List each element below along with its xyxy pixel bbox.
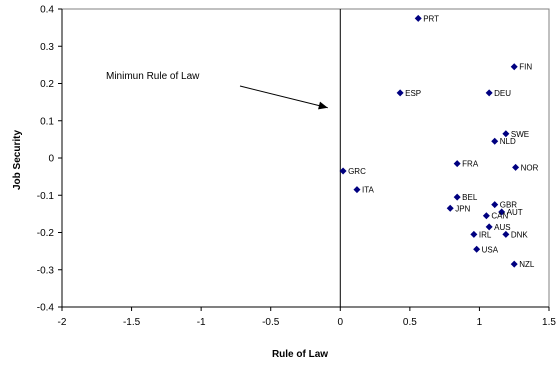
x-tick-label: 0 [338, 317, 344, 328]
x-tick-label: 1 [477, 317, 483, 328]
data-point-usa [473, 245, 481, 253]
x-tick-label: -0.5 [262, 317, 280, 328]
data-point-aus [485, 223, 493, 231]
point-label-usa: USA [482, 245, 499, 254]
data-point-esp [396, 89, 404, 97]
y-tick-label: -0.2 [37, 228, 55, 239]
y-tick-label: -0.3 [37, 265, 55, 276]
point-label-esp: ESP [405, 89, 421, 98]
point-label-dnk: DNK [511, 230, 529, 239]
point-label-fra: FRA [462, 160, 479, 169]
y-tick-label: 0.3 [40, 42, 54, 53]
point-label-fin: FIN [519, 63, 532, 72]
point-label-grc: GRC [348, 167, 366, 176]
data-point-dnk [502, 230, 510, 238]
x-tick-label: 1.5 [542, 317, 556, 328]
point-label-deu: DEU [494, 89, 511, 98]
point-label-swe: SWE [511, 130, 529, 139]
point-label-prt: PRT [423, 14, 439, 23]
y-tick-label: 0.1 [40, 116, 54, 127]
point-label-nzl: NZL [519, 260, 535, 269]
x-tick-label: 0.5 [403, 317, 417, 328]
point-label-aut: AUT [507, 208, 523, 217]
data-point-gbr [491, 201, 499, 209]
data-point-bel [453, 193, 461, 201]
point-label-can: CAN [491, 212, 508, 221]
annotation-arrow-line [239, 85, 328, 109]
y-tick-label: -0.4 [37, 303, 55, 314]
y-tick-label: 0.4 [40, 5, 54, 16]
y-axis-title: Job Security [12, 130, 23, 190]
data-point-nld [491, 137, 499, 145]
data-point-deu [485, 89, 493, 97]
annotation-arrow-head [318, 101, 328, 110]
x-axis-title: Rule of Law [272, 349, 328, 360]
point-label-irl: IRL [479, 230, 492, 239]
data-point-fin [510, 63, 518, 71]
y-tick-label: 0.2 [40, 79, 54, 90]
point-label-aus: AUS [494, 223, 510, 232]
point-label-nor: NOR [521, 163, 539, 172]
annotation-text: Minimun Rule of Law [106, 71, 200, 82]
point-label-jpn: JPN [455, 204, 470, 213]
point-label-bel: BEL [462, 193, 478, 202]
data-point-irl [470, 230, 478, 238]
data-point-grc [339, 167, 347, 175]
data-point-jpn [446, 204, 454, 212]
point-label-gbr: GBR [500, 201, 518, 210]
point-label-nld: NLD [500, 137, 516, 146]
data-point-fra [453, 160, 461, 168]
data-point-swe [502, 130, 510, 138]
x-tick-label: -1.5 [123, 317, 141, 328]
x-tick-label: -1 [197, 317, 206, 328]
y-tick-label: -0.1 [37, 191, 55, 202]
data-point-aut [498, 208, 506, 216]
point-label-ita: ITA [362, 186, 375, 195]
data-point-nor [512, 163, 520, 171]
data-point-prt [414, 14, 422, 22]
data-point-can [482, 212, 490, 220]
plot-area [61, 8, 550, 308]
y-tick-label: 0 [48, 154, 54, 165]
data-point-nzl [510, 260, 518, 268]
data-point-ita [353, 186, 361, 194]
x-tick-label: -2 [58, 317, 67, 328]
